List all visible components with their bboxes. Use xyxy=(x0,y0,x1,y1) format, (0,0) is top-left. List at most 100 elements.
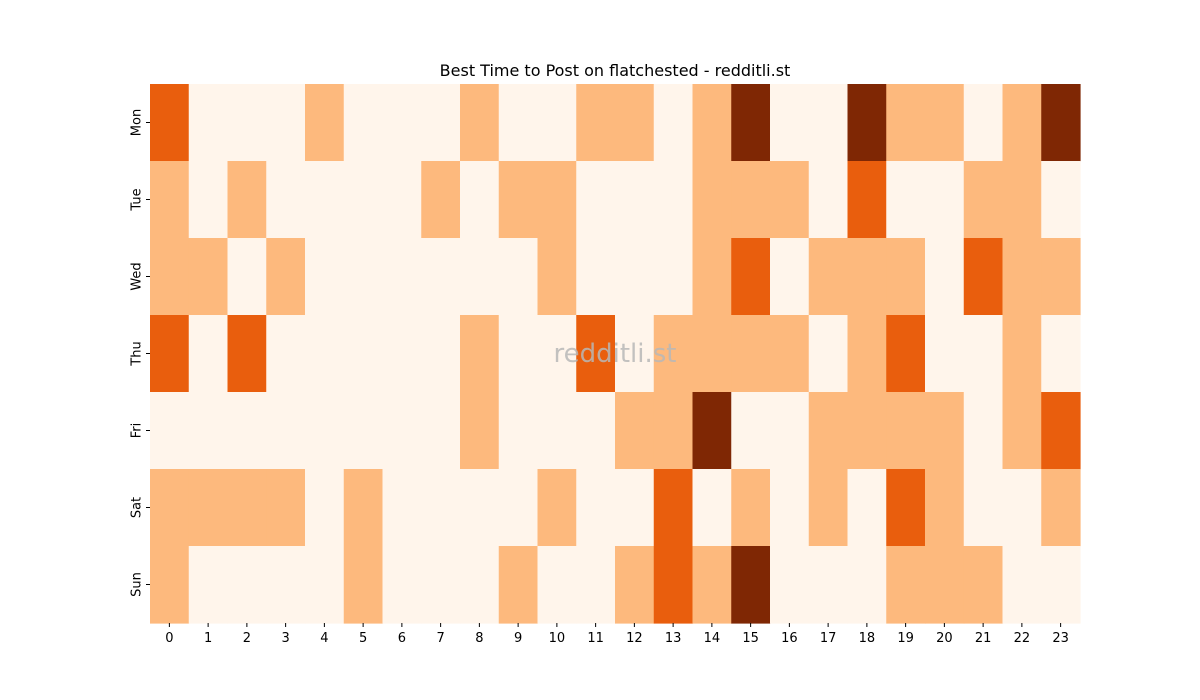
heatmap-cell-fri-9 xyxy=(498,392,539,470)
heatmap-cell-wed-4 xyxy=(305,238,345,316)
heatmap-cell-fri-14 xyxy=(692,392,732,470)
heatmap-cell-mon-14 xyxy=(692,84,732,162)
x-tick-label: 18 xyxy=(859,631,876,646)
heatmap-cell-sun-12 xyxy=(615,546,655,624)
x-tick-label: 15 xyxy=(742,631,759,646)
heatmap-cell-fri-17 xyxy=(808,392,849,470)
heatmap-cell-mon-6 xyxy=(382,84,422,162)
heatmap-cell-sat-12 xyxy=(615,469,655,547)
heatmap-cell-fri-22 xyxy=(1002,392,1042,470)
x-tick-label: 22 xyxy=(1014,631,1031,646)
heatmap-cell-mon-20 xyxy=(925,84,965,162)
heatmap-cell-sat-6 xyxy=(382,469,422,547)
heatmap-cell-mon-3 xyxy=(266,84,306,162)
heatmap-cell-sun-16 xyxy=(770,546,810,624)
heatmap-cell-tue-16 xyxy=(770,161,810,239)
heatmap-cell-tue-19 xyxy=(886,161,926,239)
heatmap-cell-fri-11 xyxy=(576,392,616,470)
heatmap-cell-fri-19 xyxy=(886,392,926,470)
heatmap-cell-wed-14 xyxy=(692,238,732,316)
heatmap-cell-thu-18 xyxy=(847,315,887,393)
heatmap-cell-sat-8 xyxy=(460,469,500,547)
heatmap-cell-thu-1 xyxy=(188,315,229,393)
x-tick-label: 8 xyxy=(475,631,483,646)
heatmap-cell-sun-21 xyxy=(963,546,1004,624)
x-tick-label: 20 xyxy=(936,631,953,646)
heatmap-cell-thu-4 xyxy=(305,315,345,393)
heatmap-cell-sat-16 xyxy=(770,469,810,547)
heatmap-cells xyxy=(150,84,1081,624)
heatmap-cell-fri-15 xyxy=(731,392,771,470)
heatmap-cell-mon-1 xyxy=(188,84,229,162)
heatmap-cell-sun-10 xyxy=(537,546,577,624)
heatmap-cell-thu-2 xyxy=(227,315,267,393)
y-tick-label: Mon xyxy=(130,109,145,136)
heatmap-cell-tue-8 xyxy=(460,161,500,239)
heatmap-cell-fri-16 xyxy=(770,392,810,470)
heatmap-cell-wed-3 xyxy=(266,238,306,316)
heatmap-cell-mon-21 xyxy=(963,84,1004,162)
heatmap-cell-wed-20 xyxy=(925,238,965,316)
heatmap-cell-thu-16 xyxy=(770,315,810,393)
x-tick-label: 19 xyxy=(897,631,914,646)
heatmap-cell-sun-19 xyxy=(886,546,926,624)
heatmap-cell-sat-23 xyxy=(1041,469,1081,547)
x-tick-label: 12 xyxy=(626,631,643,646)
x-tick-label: 13 xyxy=(665,631,682,646)
heatmap-cell-sat-10 xyxy=(537,469,577,547)
heatmap-cell-sun-11 xyxy=(576,546,616,624)
x-tick-label: 14 xyxy=(704,631,721,646)
heatmap-cell-sun-7 xyxy=(421,546,461,624)
heatmap-cell-wed-21 xyxy=(963,238,1004,316)
heatmap-cell-sun-5 xyxy=(343,546,384,624)
heatmap-cell-tue-3 xyxy=(266,161,306,239)
heatmap-cell-wed-12 xyxy=(615,238,655,316)
heatmap-cell-wed-11 xyxy=(576,238,616,316)
heatmap-cell-tue-0 xyxy=(150,161,190,239)
heatmap-cell-sat-9 xyxy=(498,469,539,547)
heatmap-cell-sun-17 xyxy=(808,546,849,624)
heatmap-cell-tue-18 xyxy=(847,161,887,239)
heatmap-cell-fri-1 xyxy=(188,392,229,470)
heatmap-cell-mon-18 xyxy=(847,84,887,162)
heatmap-cell-sat-3 xyxy=(266,469,306,547)
heatmap-cell-fri-8 xyxy=(460,392,500,470)
heatmap-cell-thu-15 xyxy=(731,315,771,393)
heatmap-cell-thu-20 xyxy=(925,315,965,393)
heatmap-cell-wed-16 xyxy=(770,238,810,316)
heatmap-cell-thu-10 xyxy=(537,315,577,393)
heatmap-cell-wed-15 xyxy=(731,238,771,316)
heatmap-cell-wed-19 xyxy=(886,238,926,316)
heatmap-cell-mon-13 xyxy=(653,84,694,162)
heatmap-cell-fri-7 xyxy=(421,392,461,470)
heatmap-cell-wed-10 xyxy=(537,238,577,316)
heatmap-cell-fri-2 xyxy=(227,392,267,470)
chart-title: Best Time to Post on flatchested - reddi… xyxy=(440,61,791,80)
heatmap-cell-fri-6 xyxy=(382,392,422,470)
heatmap-cell-sat-0 xyxy=(150,469,190,547)
x-tick-label: 1 xyxy=(204,631,212,646)
heatmap-cell-sat-22 xyxy=(1002,469,1042,547)
heatmap-cell-sun-13 xyxy=(653,546,694,624)
heatmap-cell-mon-11 xyxy=(576,84,616,162)
heatmap-cell-thu-17 xyxy=(808,315,849,393)
heatmap-cell-mon-10 xyxy=(537,84,577,162)
heatmap-cell-tue-2 xyxy=(227,161,267,239)
heatmap-cell-sun-9 xyxy=(498,546,539,624)
heatmap-cell-sun-6 xyxy=(382,546,422,624)
heatmap-cell-sat-15 xyxy=(731,469,771,547)
heatmap-cell-tue-6 xyxy=(382,161,422,239)
heatmap-cell-mon-23 xyxy=(1041,84,1081,162)
x-tick-label: 4 xyxy=(320,631,328,646)
heatmap-cell-tue-17 xyxy=(808,161,849,239)
heatmap-cell-sat-13 xyxy=(653,469,694,547)
heatmap-cell-wed-6 xyxy=(382,238,422,316)
heatmap-cell-sun-23 xyxy=(1041,546,1081,624)
heatmap-cell-fri-3 xyxy=(266,392,306,470)
heatmap-cell-thu-14 xyxy=(692,315,732,393)
heatmap-cell-thu-6 xyxy=(382,315,422,393)
heatmap-cell-mon-5 xyxy=(343,84,384,162)
heatmap-cell-tue-11 xyxy=(576,161,616,239)
heatmap-cell-tue-7 xyxy=(421,161,461,239)
